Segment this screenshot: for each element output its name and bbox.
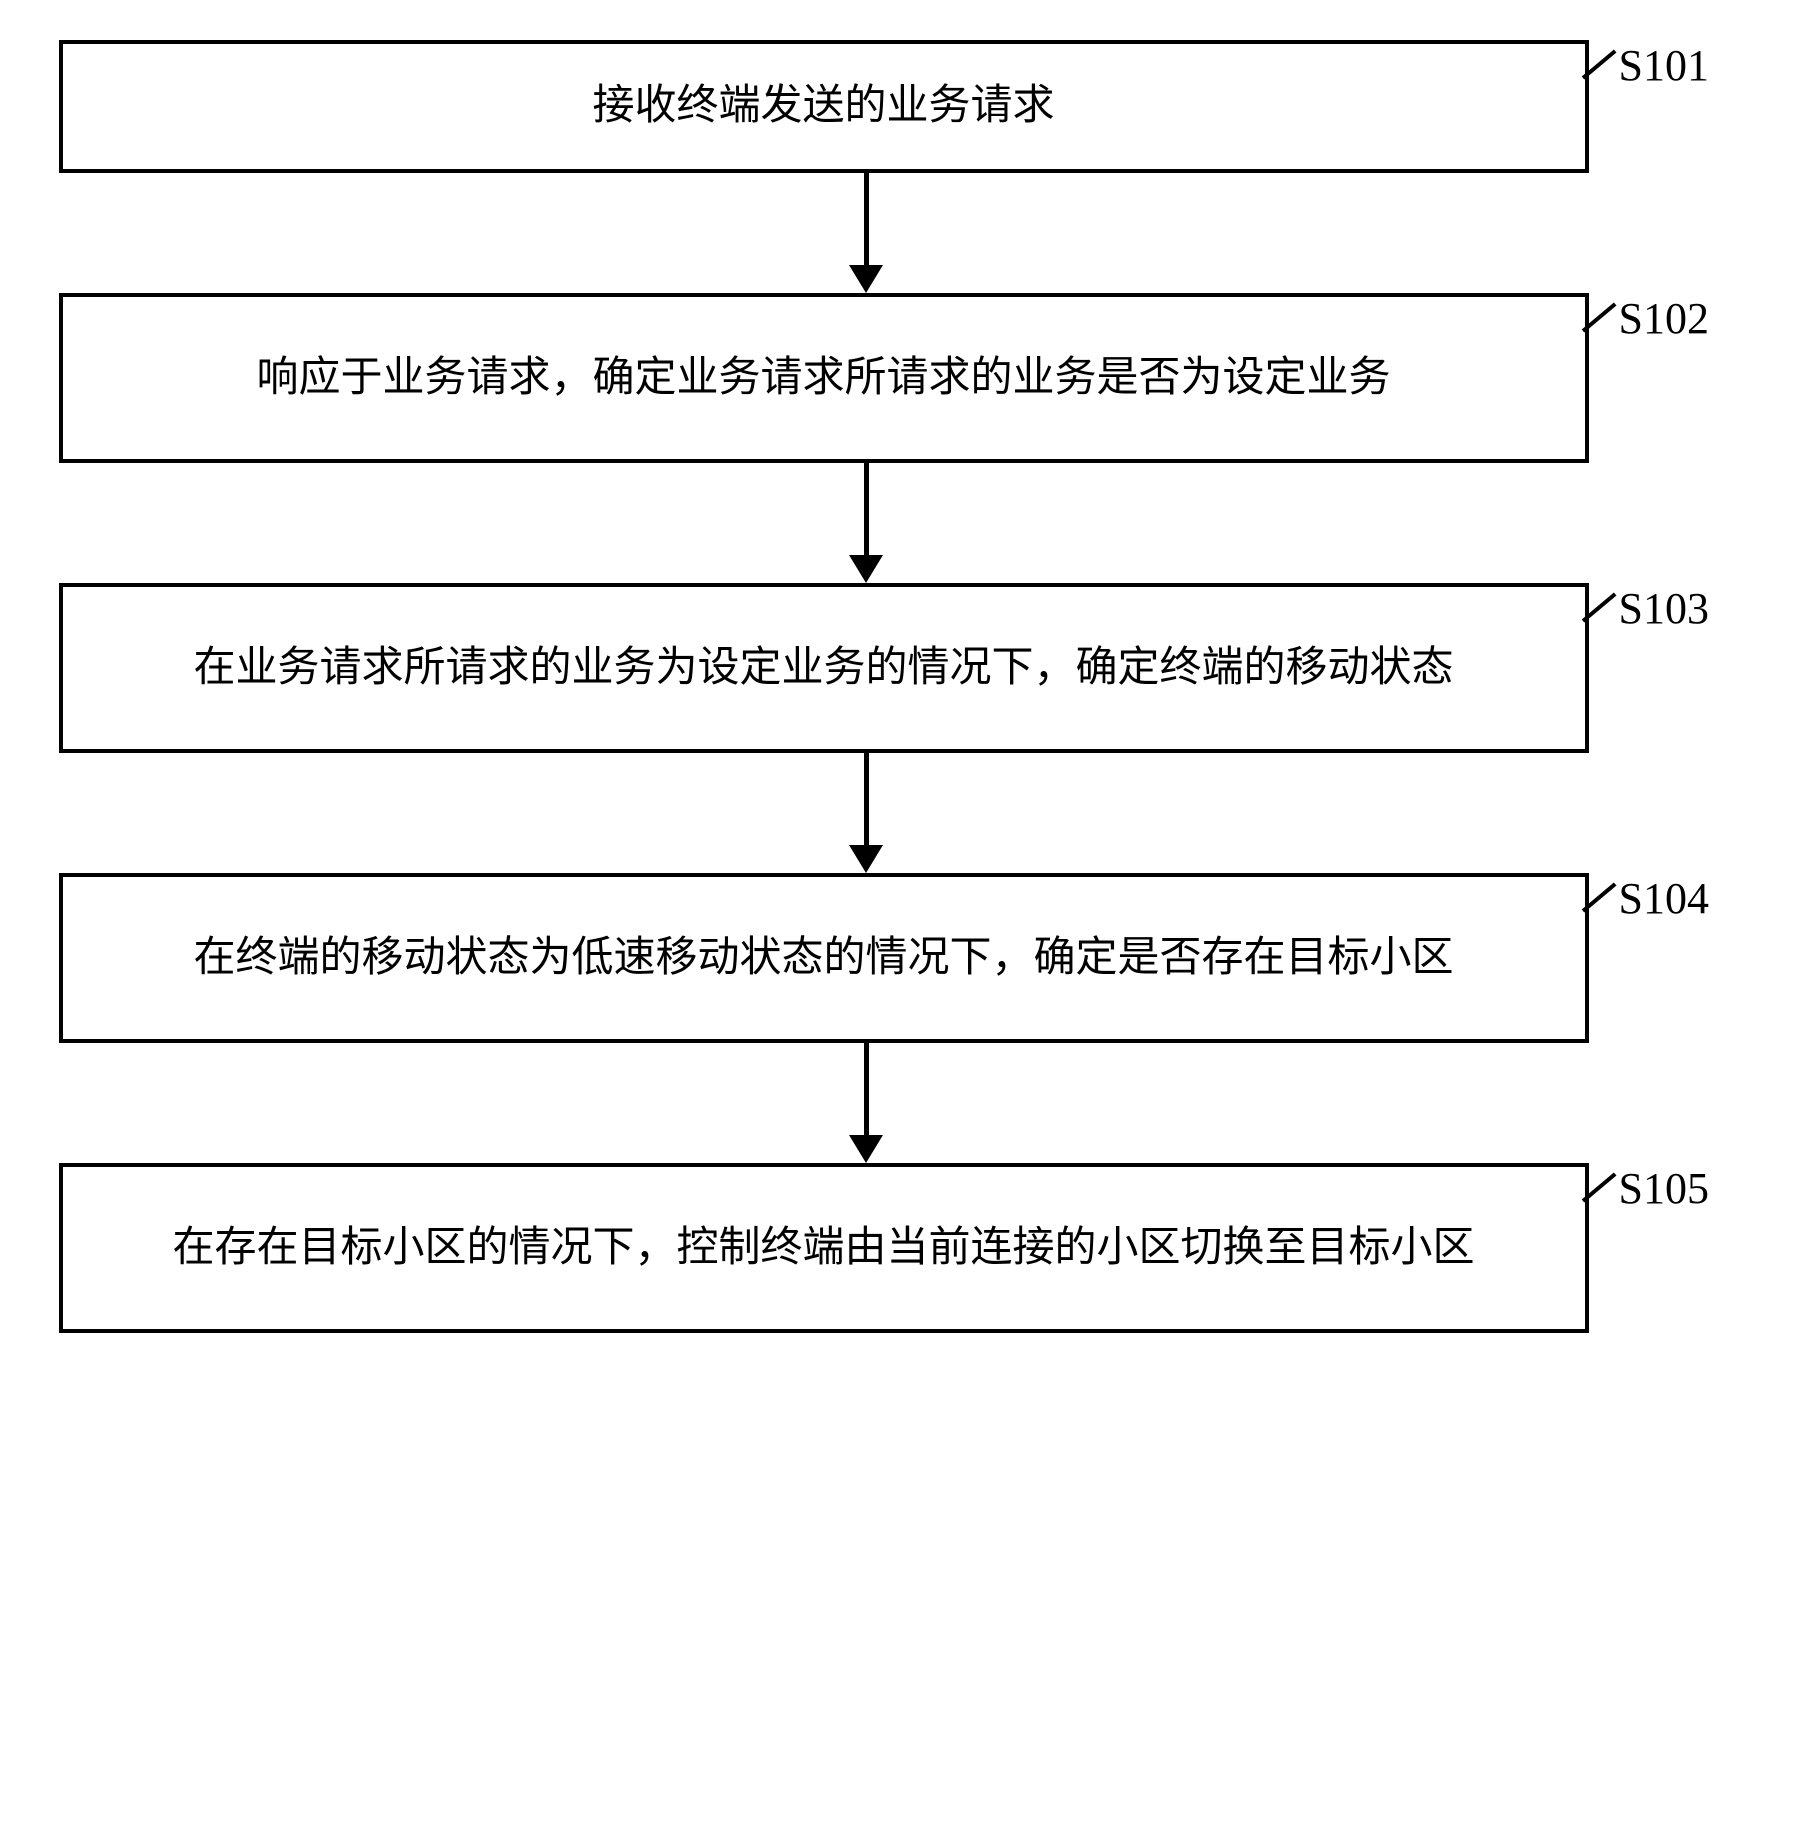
arrow-down xyxy=(16,463,1716,583)
step-label-text: S101 xyxy=(1619,41,1709,90)
step-box-s102: 响应于业务请求，确定业务请求所请求的业务是否为设定业务 xyxy=(59,293,1589,463)
step-box-s104: 在终端的移动状态为低速移动状态的情况下，确定是否存在目标小区 xyxy=(59,873,1589,1043)
step-label-text: S104 xyxy=(1619,874,1709,923)
step-label: S102 xyxy=(1619,293,1759,344)
step-text: 响应于业务请求，确定业务请求所请求的业务是否为设定业务 xyxy=(256,346,1390,411)
arrow-head-icon xyxy=(849,555,883,583)
step-text: 在终端的移动状态为低速移动状态的情况下，确定是否存在目标小区 xyxy=(193,926,1453,991)
flowchart-container: 接收终端发送的业务请求 S101 响应于业务请求，确定业务请求所请求的业务是否为设定… xyxy=(59,40,1759,1333)
step-row: 在存在目标小区的情况下，控制终端由当前连接的小区切换至目标小区 S105 xyxy=(59,1163,1759,1333)
arrow-down xyxy=(16,1043,1716,1163)
step-label: S101 xyxy=(1619,40,1759,91)
arrow-line xyxy=(864,1043,869,1135)
step-label-text: S102 xyxy=(1619,294,1709,343)
step-row: 响应于业务请求，确定业务请求所请求的业务是否为设定业务 S102 xyxy=(59,293,1759,463)
arrow-down xyxy=(16,173,1716,293)
step-box-s103: 在业务请求所请求的业务为设定业务的情况下，确定终端的移动状态 xyxy=(59,583,1589,753)
step-label-text: S105 xyxy=(1619,1164,1709,1213)
step-row: 在终端的移动状态为低速移动状态的情况下，确定是否存在目标小区 S104 xyxy=(59,873,1759,1043)
step-text: 在业务请求所请求的业务为设定业务的情况下，确定终端的移动状态 xyxy=(193,636,1453,701)
step-text: 在存在目标小区的情况下，控制终端由当前连接的小区切换至目标小区 xyxy=(172,1216,1474,1281)
step-label-text: S103 xyxy=(1619,584,1709,633)
step-row: 在业务请求所请求的业务为设定业务的情况下，确定终端的移动状态 S103 xyxy=(59,583,1759,753)
arrow-line xyxy=(864,463,869,555)
step-row: 接收终端发送的业务请求 S101 xyxy=(59,40,1759,173)
arrow-head-icon xyxy=(849,265,883,293)
step-label: S105 xyxy=(1619,1163,1759,1214)
step-label: S103 xyxy=(1619,583,1759,634)
step-box-s105: 在存在目标小区的情况下，控制终端由当前连接的小区切换至目标小区 xyxy=(59,1163,1589,1333)
arrow-down xyxy=(16,753,1716,873)
step-text: 接收终端发送的业务请求 xyxy=(592,74,1054,139)
arrow-line xyxy=(864,173,869,265)
arrow-line xyxy=(864,753,869,845)
arrow-head-icon xyxy=(849,1135,883,1163)
step-label: S104 xyxy=(1619,873,1759,924)
arrow-head-icon xyxy=(849,845,883,873)
step-box-s101: 接收终端发送的业务请求 xyxy=(59,40,1589,173)
